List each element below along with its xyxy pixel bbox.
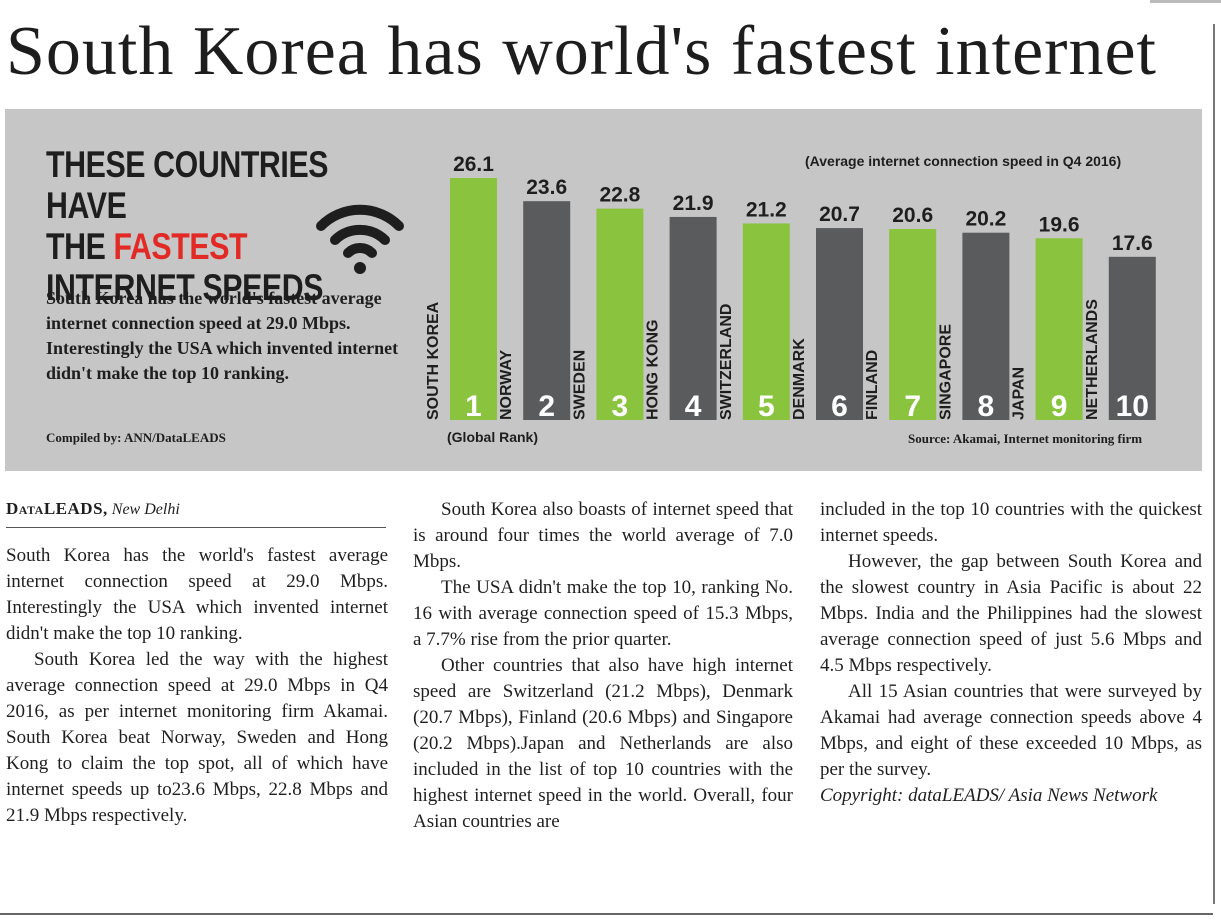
category-label: JAPAN xyxy=(1011,367,1028,420)
category-label: NORWAY xyxy=(498,349,515,420)
bar-singapore xyxy=(962,232,1010,420)
panel-title-line-3: INTERNET SPEEDS xyxy=(46,267,324,308)
panel-title-line-1: THESE COUNTRIES HAVE xyxy=(46,144,329,226)
headline: South Korea has world's fastest internet xyxy=(6,13,1157,90)
bar-value-label: 21.9 xyxy=(673,192,714,215)
bar-rank-label: 1 xyxy=(465,390,482,423)
panel-description: South Korea has the world's fastest aver… xyxy=(46,288,399,383)
bar-netherlands xyxy=(1108,256,1156,420)
bar-south-korea xyxy=(450,178,497,420)
panel-title-line-2: THE xyxy=(46,226,106,267)
article-column-1: South Korea has the world's fastest aver… xyxy=(6,543,388,829)
bar-value-label: 20.6 xyxy=(892,204,933,227)
bar-value-label: 17.6 xyxy=(1112,232,1153,255)
article-paragraph: included in the top 10 countries with th… xyxy=(820,499,1202,546)
bar-rank-label: 8 xyxy=(978,390,995,423)
article-paragraph: South Korea also boasts of internet spee… xyxy=(413,499,793,572)
category-label: NETHERLANDS xyxy=(1084,299,1101,420)
category-label: SINGAPORE xyxy=(937,324,954,420)
category-label: DENMARK xyxy=(791,338,808,420)
bar-value-label: 20.2 xyxy=(965,208,1006,231)
chart-source: Source: Akamai, Internet monitoring firm xyxy=(908,431,1143,446)
top-rule xyxy=(1150,0,1221,3)
byline: DataLEADS, New Delhi xyxy=(6,498,386,528)
bar-rank-label: 5 xyxy=(758,390,775,423)
article-paragraph: However, the gap between South Korea and… xyxy=(820,551,1202,676)
copyright-line: Copyright: dataLEADS/ Asia News Network xyxy=(820,785,1158,806)
compiled-by: Compiled by: ANN/DataLEADS xyxy=(46,430,226,445)
bar-value-label: 21.2 xyxy=(746,198,787,221)
bottom-rule xyxy=(0,913,1213,915)
article-paragraph: Other countries that also have high inte… xyxy=(413,655,793,832)
category-label: SWITZERLAND xyxy=(718,304,735,420)
article-paragraph: All 15 Asian countries that were surveye… xyxy=(820,681,1202,780)
panel-title: THESE COUNTRIES HAVE THE FASTEST INTERNE… xyxy=(46,144,341,308)
category-label: FINLAND xyxy=(864,350,881,420)
article-column-3: included in the top 10 countries with th… xyxy=(820,497,1202,809)
column-rule xyxy=(1213,24,1215,904)
byline-location: New Delhi xyxy=(111,501,180,518)
infographic-panel: THESE COUNTRIES HAVE THE FASTEST INTERNE… xyxy=(5,109,1202,471)
bar-rank-label: 4 xyxy=(685,390,702,423)
bar-hong-kong xyxy=(669,216,717,420)
bar-rank-label: 7 xyxy=(904,390,921,423)
bar-finland xyxy=(889,228,937,420)
article-paragraph: South Korea led the way with the highest… xyxy=(6,649,388,826)
bar-sweden xyxy=(596,208,644,420)
article-paragraph: South Korea has the world's fastest aver… xyxy=(6,545,388,644)
bar-norway xyxy=(523,201,571,420)
bar-rank-label: 10 xyxy=(1116,390,1149,423)
bar-switzerland xyxy=(742,223,790,420)
category-label: SWEDEN xyxy=(571,350,588,420)
bar-value-label: 23.6 xyxy=(526,176,567,199)
chart-subtitle: (Average internet connection speed in Q4… xyxy=(805,153,1122,169)
article-paragraph: The USA didn't make the top 10, ranking … xyxy=(413,577,793,650)
wifi-icon xyxy=(316,204,404,274)
chart-footnote: (Global Rank) xyxy=(447,429,539,445)
byline-org: DataLEADS, xyxy=(6,499,108,518)
bar-rank-label: 6 xyxy=(831,390,848,423)
article-column-2: South Korea also boasts of internet spee… xyxy=(413,497,793,835)
bar-value-label: 22.8 xyxy=(599,184,640,207)
bar-rank-label: 3 xyxy=(612,390,629,423)
bar-japan xyxy=(1035,238,1083,420)
category-label: SOUTH KOREA xyxy=(425,301,442,420)
bar-chart: 26.1 1 SOUTH KOREA 23.6 2 NORWAY 22.8 3 SWEDEN 21… xyxy=(425,153,1156,423)
panel-title-accent: FASTEST xyxy=(113,226,248,267)
category-label: HONG KONG xyxy=(645,320,662,420)
bar-denmark xyxy=(816,228,863,420)
bar-rank-label: 2 xyxy=(538,390,555,423)
bar-value-label: 20.7 xyxy=(819,203,860,226)
bar-rank-label: 9 xyxy=(1051,390,1068,423)
bar-value-label: 26.1 xyxy=(453,153,494,176)
bar-value-label: 19.6 xyxy=(1039,213,1080,236)
